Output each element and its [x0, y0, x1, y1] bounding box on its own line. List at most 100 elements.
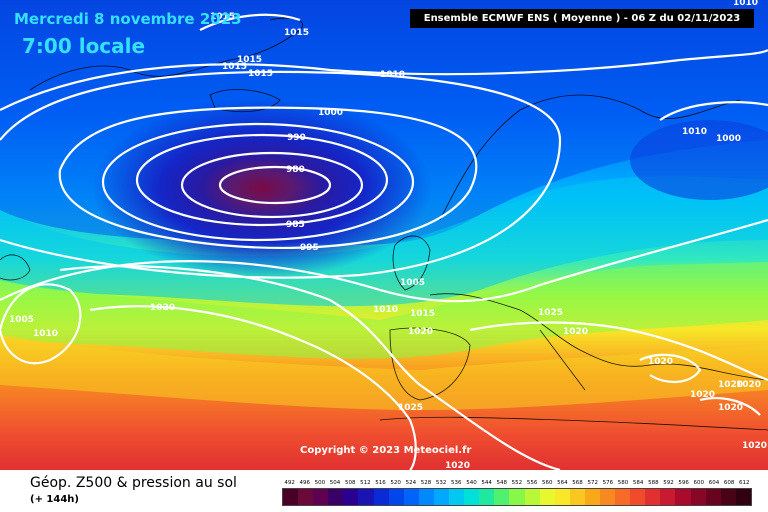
legend-label: 564	[557, 480, 568, 486]
isobar-label: 1020	[648, 357, 673, 367]
map-footer: Géop. Z500 & pression au sol (+ 144h) 49…	[0, 470, 768, 512]
isobar-980	[218, 165, 332, 205]
isobar-label: 980	[286, 165, 305, 175]
isobar-label: 1020	[690, 390, 715, 400]
legend-label: 540	[466, 480, 477, 486]
isobar-label: 1020	[736, 380, 761, 390]
legend-swatch	[735, 489, 751, 505]
newfoundland-coast	[0, 254, 31, 281]
isobar-label: 1010	[682, 127, 707, 137]
isobar-label: 1020	[718, 380, 743, 390]
isobar-label: 1000	[716, 134, 741, 144]
isobars	[0, 13, 768, 470]
isobar-label: 1015	[284, 28, 309, 38]
scandinavia-coast	[439, 94, 741, 221]
legend-label: 532	[435, 480, 447, 486]
legend-swatch	[584, 489, 600, 505]
legend-swatch	[554, 489, 570, 505]
isobar-label: 1020	[408, 327, 433, 337]
blue-trough-east	[630, 120, 768, 200]
iberia-coast	[389, 327, 471, 401]
isobar-995	[101, 122, 415, 242]
isobar-label: 995	[300, 243, 319, 253]
africa-coast	[379, 416, 768, 431]
legend-swatch	[449, 489, 465, 505]
lead-time: (+ 144h)	[30, 494, 79, 505]
legend-label: 512	[360, 480, 371, 486]
legend-label: 536	[451, 480, 462, 486]
legend-swatch	[283, 489, 299, 505]
isobar-label: 1025	[398, 403, 423, 413]
color-legend: 492 496 500 504 508 512 516 520 524 528 532 536 540 5…	[282, 478, 752, 506]
isobar-1025	[89, 305, 417, 470]
isobar-label: 1015	[410, 309, 435, 319]
legend-swatch	[418, 489, 434, 505]
legend-label: 524	[405, 480, 417, 486]
legend-swatch	[358, 489, 374, 505]
legend-swatch	[313, 489, 329, 505]
z500-band-yellow	[0, 335, 768, 410]
legend-swatch	[373, 489, 389, 505]
isobar-label: 1020	[718, 403, 743, 413]
legend-label: 504	[329, 480, 341, 486]
isobar-1020-balkans	[639, 353, 702, 383]
isobar-label: 1005	[9, 315, 34, 325]
legend-swatch	[539, 489, 555, 505]
legend-label: 608	[723, 480, 735, 486]
legend-label: 544	[481, 480, 492, 486]
isobar-label: 1020	[563, 327, 588, 337]
legend-swatch	[494, 489, 510, 505]
legend-swatch	[675, 489, 691, 505]
legend-swatch	[524, 489, 540, 505]
legend-label: 560	[541, 480, 553, 486]
legend-swatch	[720, 489, 736, 505]
legend-swatch	[464, 489, 480, 505]
legend-swatch	[479, 489, 495, 505]
isobar-label: 1000	[318, 108, 343, 118]
isobar-label: 1015	[222, 62, 247, 72]
legend-swatch	[645, 489, 661, 505]
isobar-label: 1025	[538, 308, 563, 318]
legend-swatch	[615, 489, 631, 505]
isobar-1000-east	[659, 101, 768, 121]
forecast-date: Mercredi 8 novembre 2023	[14, 10, 242, 28]
iceland-coast	[209, 89, 281, 113]
low-pressure-core	[92, 98, 432, 278]
legend-label: 572	[587, 480, 598, 486]
isobar-1020-south-east	[699, 397, 761, 416]
legend-swatch	[690, 489, 706, 505]
legend-label: 528	[420, 480, 432, 486]
legend-swatch	[569, 489, 585, 505]
isobar-label: 1020	[742, 441, 767, 451]
legend-label: 600	[693, 480, 705, 486]
isobar-label: 1010	[380, 70, 405, 80]
isobar-985	[180, 151, 364, 219]
legend-label: 580	[617, 480, 629, 486]
copyright-text: Copyright © 2023 Meteociel.fr	[300, 445, 472, 456]
legend-label: 492	[284, 480, 295, 486]
isobar-label: 1010	[33, 329, 58, 339]
isobar-label: 1020	[150, 303, 175, 313]
isobar-label: 1010	[733, 0, 758, 8]
model-run-label: Ensemble ECMWF ENS ( Moyenne ) - 06 Z du…	[410, 9, 754, 28]
legend-label: 548	[496, 480, 508, 486]
legend-label: 496	[299, 480, 310, 486]
legend-swatch	[388, 489, 404, 505]
isobar-1010-south	[0, 283, 82, 365]
legend-swatch	[403, 489, 419, 505]
legend-swatch	[433, 489, 450, 505]
legend-labels: 492 496 500 504 508 512 516 520 524 528 532 536 540 5…	[282, 478, 752, 488]
legend-label: 508	[344, 480, 356, 486]
isobar-label: 990	[287, 133, 306, 143]
legend-swatch	[630, 489, 646, 505]
legend-label: 592	[663, 480, 674, 486]
legend-label: 604	[708, 480, 720, 486]
legend-swatch	[705, 489, 721, 505]
isobar-label: 1010	[373, 305, 398, 315]
italy-coast	[539, 329, 586, 391]
isobar-1000	[58, 106, 478, 250]
isobar-990	[135, 133, 389, 227]
legend-label: 520	[390, 480, 401, 486]
isobar-label: 1005	[400, 278, 425, 288]
legend-swatch	[599, 489, 616, 505]
